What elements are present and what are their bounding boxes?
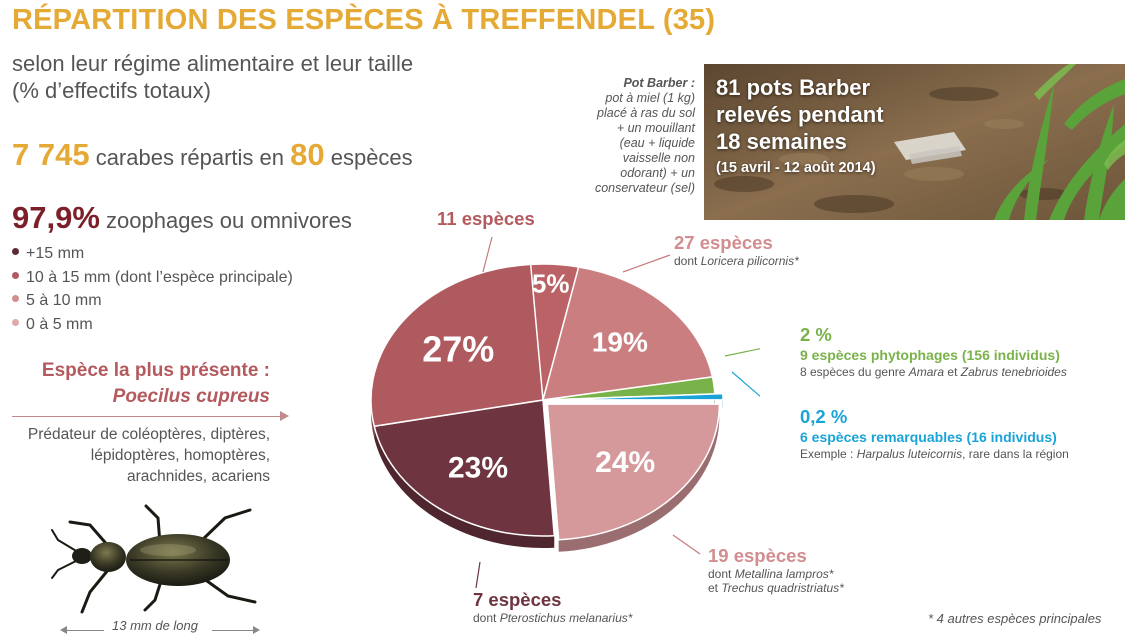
pot-barber-line: odorant) + un (620, 166, 695, 180)
pie-slices (370, 263, 724, 541)
pot-barber-heading: Pot Barber : (623, 76, 695, 90)
page-title: RÉPARTITION DES ESPÈCES À TREFFENDEL (35… (12, 4, 716, 36)
leader-line-blue (731, 371, 760, 397)
photo-caption-line: 18 semaines (716, 129, 847, 154)
species-count: 80 (290, 137, 325, 172)
predator-line: arachnides, acariens (126, 468, 270, 485)
pie-slice-label: 23% (448, 451, 508, 484)
subtitle-line-1: selon leur régime alimentaire et leur ta… (12, 51, 414, 76)
legend-item: +15 mm (12, 242, 293, 266)
main-species-heading: Espèce la plus présente : (41, 360, 270, 381)
leader-line-27 (622, 254, 671, 273)
annotation-sub: Exemple : Harpalus luteicornis, rare dan… (800, 447, 1069, 461)
annotation-title: 7 espèces (473, 589, 562, 610)
size-legend: +15 mm 10 à 15 mm (dont l’espèce princip… (12, 242, 293, 336)
predator-line: Prédateur de coléoptères, diptères, (27, 426, 270, 443)
photo-caption: 81 pots Barber relevés pendant 18 semain… (716, 74, 884, 182)
legend-item: 0 à 5 mm (12, 313, 293, 337)
field-photo (704, 64, 1125, 220)
pot-barber-line: vaisselle non (622, 151, 695, 165)
pie-slice-side (558, 404, 720, 552)
photo-caption-line: 81 pots Barber (716, 75, 871, 100)
pie-leader-lines (475, 236, 760, 589)
stat-carabes: 7 745 carabes répartis en 80 espèces (12, 137, 413, 173)
annotation-title: 6 espèces remarquables (16 individus) (800, 429, 1057, 445)
carabes-count: 7 745 (12, 137, 90, 172)
pie-slice (550, 392, 724, 401)
photo-caption-dates: (15 avril - 12 août 2014) (716, 160, 876, 176)
pie-slice (546, 403, 721, 541)
beetle-icon (51, 504, 257, 614)
pie-chart: 5% 19% 24% 23% 27% (370, 236, 760, 589)
size-line-left (62, 630, 104, 631)
arrow-line (12, 416, 282, 417)
arrow-left-icon (60, 626, 67, 634)
pie-slice-label: 19% (592, 326, 648, 357)
legend-dot-icon (12, 295, 19, 303)
annotation-sub: dont Loricera pilicornis* (674, 254, 799, 268)
annotation-pct: 2 % (800, 324, 832, 345)
legend-dot-icon (12, 318, 19, 326)
arrow-right-icon (280, 411, 289, 421)
size-line-right (212, 630, 254, 631)
zoophages-value: 97,9% (12, 200, 100, 235)
main-species-name: Poecilus cupreus (112, 386, 270, 407)
annotation-sub: 8 espèces du genre Amara et Zabrus teneb… (800, 365, 1067, 379)
annotation-title: 9 espèces phytophages (156 individus) (800, 347, 1060, 363)
legend-item: 5 à 10 mm (12, 289, 293, 313)
photo-caption-line: relevés pendant (716, 102, 884, 127)
pie-labels: 5% 19% 24% 23% 27% (422, 268, 655, 484)
predator-text: Prédateur de coléoptères, diptères, lépi… (12, 424, 270, 487)
annotation-sub: dont Pterostichus melanarius* (473, 611, 633, 625)
annotation-remarquables: 0,2 % 6 espèces remarquables (16 individ… (800, 406, 1069, 461)
pot-barber-line: placé à ras du sol (597, 106, 695, 120)
carabes-text: carabes répartis en (89, 145, 291, 170)
legend-label: 10 à 15 mm (dont l’espèce principale) (26, 268, 293, 286)
annotation-sub: et Trechus quadristriatus* (708, 581, 844, 595)
footnote: * 4 autres espèces principales (928, 611, 1102, 626)
annotation-19-especes: 19 espèces dont Metallina lampros* et Tr… (708, 545, 844, 595)
legend-dot-icon (12, 248, 19, 256)
stat-zoophages: 97,9% zoophages ou omnivores (12, 200, 352, 236)
annotation-title: 27 espèces (674, 232, 773, 253)
legend-item: 10 à 15 mm (dont l’espèce principale) (12, 266, 293, 290)
annotation-7-especes: 7 espèces dont Pterostichus melanarius* (473, 589, 632, 625)
pie-slice-label: 27% (422, 328, 494, 369)
subtitle: selon leur régime alimentaire et leur ta… (12, 50, 413, 104)
pie-slice (541, 266, 714, 401)
legend-label: 5 à 10 mm (26, 292, 102, 309)
zoophages-text: zoophages ou omnivores (99, 208, 352, 233)
pie-slice (370, 263, 544, 428)
leader-line-7 (475, 561, 481, 589)
pot-barber-description: Pot Barber : pot à miel (1 kg) placé à r… (560, 76, 695, 196)
beetle-size-label: 13 mm de long (112, 618, 198, 633)
leader-line-green (724, 348, 760, 357)
annotation-pct: 0,2 % (800, 406, 848, 427)
pie-slice-label: 24% (595, 446, 655, 479)
annotation-11-especes: 11 espèces (437, 208, 535, 229)
legend-dot-icon (12, 271, 19, 279)
legend-label: 0 à 5 mm (26, 315, 93, 333)
annotation-title: 19 espèces (708, 545, 807, 566)
subtitle-line-2: (% d’effectifs totaux) (12, 78, 211, 103)
predator-line: lépidoptères, homoptères, (90, 447, 270, 464)
annotation-phytophages: 2 % 9 espèces phytophages (156 individus… (800, 324, 1067, 379)
pot-barber-line: conservateur (sel) (594, 181, 695, 195)
main-species: Espèce la plus présente : Poecilus cupre… (12, 358, 270, 410)
legend-label: +15 mm (26, 245, 85, 262)
pie-slice-label: 5% (532, 268, 570, 298)
pot-barber-line: pot à miel (1 kg) (605, 91, 695, 105)
pot-barber-line: + un mouillant (616, 121, 695, 135)
annotation-27-especes: 27 espèces dont Loricera pilicornis* (674, 232, 799, 268)
species-text: espèces (324, 145, 413, 170)
leader-line-11 (482, 236, 493, 273)
pot-barber-line: (eau + liquide (619, 136, 695, 150)
pie-slice (373, 399, 556, 537)
leader-line-19 (672, 534, 701, 555)
arrow-right-icon (253, 626, 260, 634)
annotation-sub: dont Metallina lampros* (708, 567, 834, 581)
